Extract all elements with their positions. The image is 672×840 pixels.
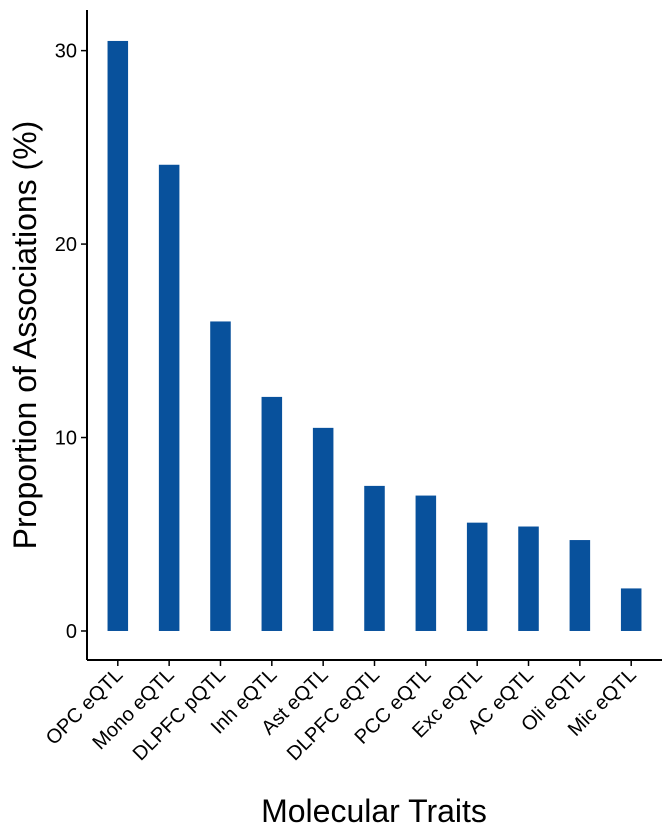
y-axis-label: Proportion of Associations (%) xyxy=(7,121,43,550)
y-tick-label: 0 xyxy=(66,621,77,643)
y-tick-label: 30 xyxy=(55,41,77,63)
bar xyxy=(415,495,437,631)
bar xyxy=(158,164,180,631)
bar xyxy=(261,396,283,631)
x-axis-label: Molecular Traits xyxy=(261,793,487,829)
bar xyxy=(312,427,334,631)
bar xyxy=(620,588,642,631)
bar xyxy=(466,522,488,631)
bar xyxy=(364,485,385,631)
bar xyxy=(210,321,231,631)
bar xyxy=(107,40,129,631)
bar xyxy=(518,526,539,631)
y-tick-label: 10 xyxy=(55,428,77,450)
bar xyxy=(569,540,591,631)
y-tick-label: 20 xyxy=(55,234,77,256)
